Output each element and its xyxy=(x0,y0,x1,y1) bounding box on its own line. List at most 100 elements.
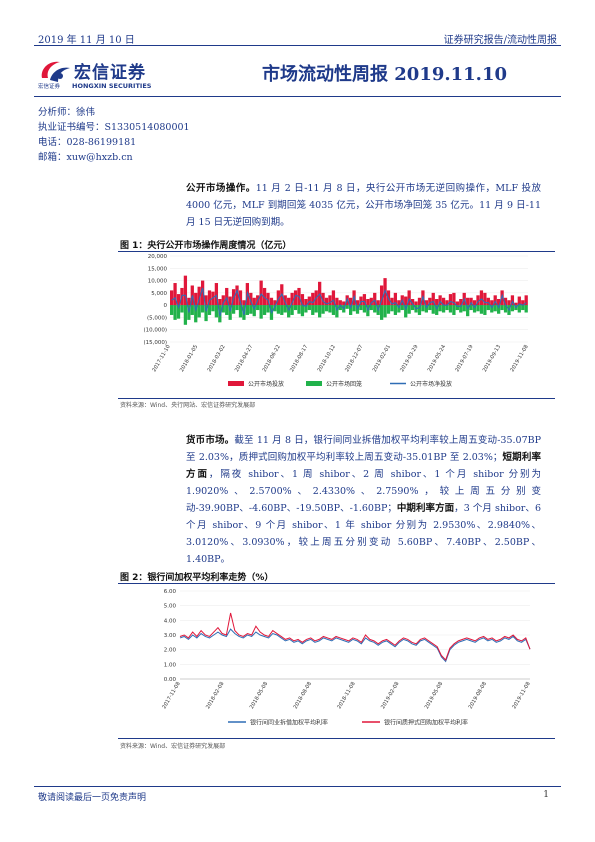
withdraw-bar xyxy=(404,305,408,318)
figure2-bottom-divider xyxy=(118,738,555,739)
x-tick-label: 2019-11-08 xyxy=(511,681,531,710)
inject-bar xyxy=(242,300,246,306)
inject-bar xyxy=(438,295,442,306)
inject-bar xyxy=(448,294,453,306)
inject-bar xyxy=(262,287,267,306)
withdraw-bar xyxy=(311,305,315,315)
x-tick-label: 2019-05-24 xyxy=(427,343,448,373)
inject-bar xyxy=(304,299,308,306)
x-tick-label: 2018-01-05 xyxy=(179,344,199,373)
withdraw-bar xyxy=(469,305,473,311)
y-tick-label: 0 xyxy=(164,303,168,309)
report-date: 2019 年 11 月 10 日 xyxy=(38,35,135,46)
legend-label: 公开市场回笼 xyxy=(326,380,362,388)
withdraw-bar xyxy=(503,305,508,313)
withdraw-bar xyxy=(256,305,260,311)
withdraw-bar xyxy=(490,305,494,313)
withdraw-bar xyxy=(290,305,294,315)
withdraw-bar xyxy=(428,305,432,311)
inject-bar xyxy=(417,297,422,306)
inject-bar xyxy=(524,295,528,306)
inject-bar xyxy=(228,296,232,306)
inject-bar xyxy=(204,295,208,306)
withdraw-bar xyxy=(390,305,394,312)
withdraw-bar xyxy=(259,305,263,319)
withdraw-bar xyxy=(486,305,490,311)
withdraw-bar xyxy=(170,305,174,315)
inject-bar xyxy=(459,299,463,306)
inject-bar xyxy=(324,297,329,306)
company-logo-icon xyxy=(41,61,70,82)
y-tick-label: 0.00 xyxy=(164,677,177,683)
y-tick-label: 3.00 xyxy=(164,633,177,639)
y-tick-label: 20,000 xyxy=(148,254,168,260)
x-tick-label: 2019-03-29 xyxy=(399,344,419,373)
inject-bar xyxy=(479,290,484,306)
analyst-license: 执业证书编号：S1330514080001 xyxy=(38,122,190,133)
x-tick-label: 2019-02-01 xyxy=(372,344,392,373)
withdraw-bar xyxy=(369,305,373,311)
x-tick-label: 2018-08-08 xyxy=(293,681,313,710)
inject-bar xyxy=(469,297,473,306)
withdraw-bar xyxy=(424,305,429,313)
inject-bar xyxy=(328,295,332,306)
inject-bar xyxy=(455,301,459,306)
legend-label: 公开市场投放 xyxy=(248,380,284,388)
section-money-market: 货币市场。截至 11 月 8 日，银行间同业拆借加权平均利率较上周五变动-35.… xyxy=(186,432,541,568)
inject-bar xyxy=(414,301,418,306)
withdraw-bar xyxy=(231,305,236,314)
withdraw-bar xyxy=(314,305,318,313)
mid-rate-text: ，3 个月 shibor、6 个月 shibor、9 个月 shibor、1 年… xyxy=(186,503,541,565)
withdraw-bar xyxy=(448,305,453,313)
inject-bar xyxy=(476,295,480,306)
withdraw-bar xyxy=(252,305,256,317)
short-rate-lead: 短期利率方面 xyxy=(186,452,541,480)
inject-bar xyxy=(517,296,521,306)
withdraw-bar xyxy=(211,305,215,312)
inject-bar xyxy=(500,290,504,306)
inject-bar xyxy=(321,292,325,306)
analyst-email[interactable]: 邮箱：xuw@hxzb.cn xyxy=(38,152,133,163)
x-tick-label: 2018-03-02 xyxy=(207,344,227,373)
y-tick-label: 6.00 xyxy=(164,589,177,595)
withdraw-bar xyxy=(517,305,521,313)
figure1-title: 图 1：央行公开市场操作周度情况（亿元） xyxy=(120,241,292,251)
withdraw-bar xyxy=(466,305,470,317)
x-tick-label: 2018-06-22 xyxy=(262,344,282,373)
y-tick-label: (10,000) xyxy=(143,328,167,334)
withdraw-bar xyxy=(373,305,377,313)
figure2-source: 资料来源：Wind、宏信证券研究发展部 xyxy=(120,743,226,750)
inject-bar xyxy=(472,300,477,306)
inject-bar xyxy=(349,297,353,306)
withdraw-bar xyxy=(321,305,325,314)
withdraw-bar xyxy=(421,305,425,312)
withdraw-bar xyxy=(524,305,528,313)
inject-bar xyxy=(486,297,490,306)
inject-bar xyxy=(290,292,294,306)
inject-bar xyxy=(503,297,508,306)
footer-disclaimer[interactable]: 敬请阅读最后一页免责声明 xyxy=(38,793,147,803)
section-money-market-lead: 货币市场。 xyxy=(186,435,235,446)
withdraw-bar xyxy=(352,305,356,312)
inject-bar xyxy=(173,283,177,306)
withdraw-bar xyxy=(304,305,308,313)
withdraw-bar xyxy=(397,305,401,313)
y-tick-label: 4.00 xyxy=(164,618,177,624)
x-tick-label: 2019-02-08 xyxy=(380,681,400,710)
withdraw-bar xyxy=(438,305,442,312)
section-open-market-lead: 公开市场操作。 xyxy=(186,183,256,194)
inject-bar xyxy=(490,300,494,306)
inject-bar xyxy=(187,297,191,306)
inject-bar xyxy=(521,300,525,306)
figure1-bottom-divider xyxy=(118,398,555,399)
inject-bar xyxy=(176,294,181,306)
inject-bar xyxy=(287,297,291,306)
x-tick-label: 2019-05-08 xyxy=(424,681,444,710)
inject-bar xyxy=(214,283,219,306)
inject-bar xyxy=(269,297,274,306)
figure2-title: 图 2：银行间加权平均利率走势（%） xyxy=(120,573,274,583)
withdraw-bar xyxy=(476,305,480,312)
withdraw-bar xyxy=(328,305,332,313)
y-tick-label: (5,000) xyxy=(147,315,167,321)
title-divider xyxy=(34,96,561,97)
